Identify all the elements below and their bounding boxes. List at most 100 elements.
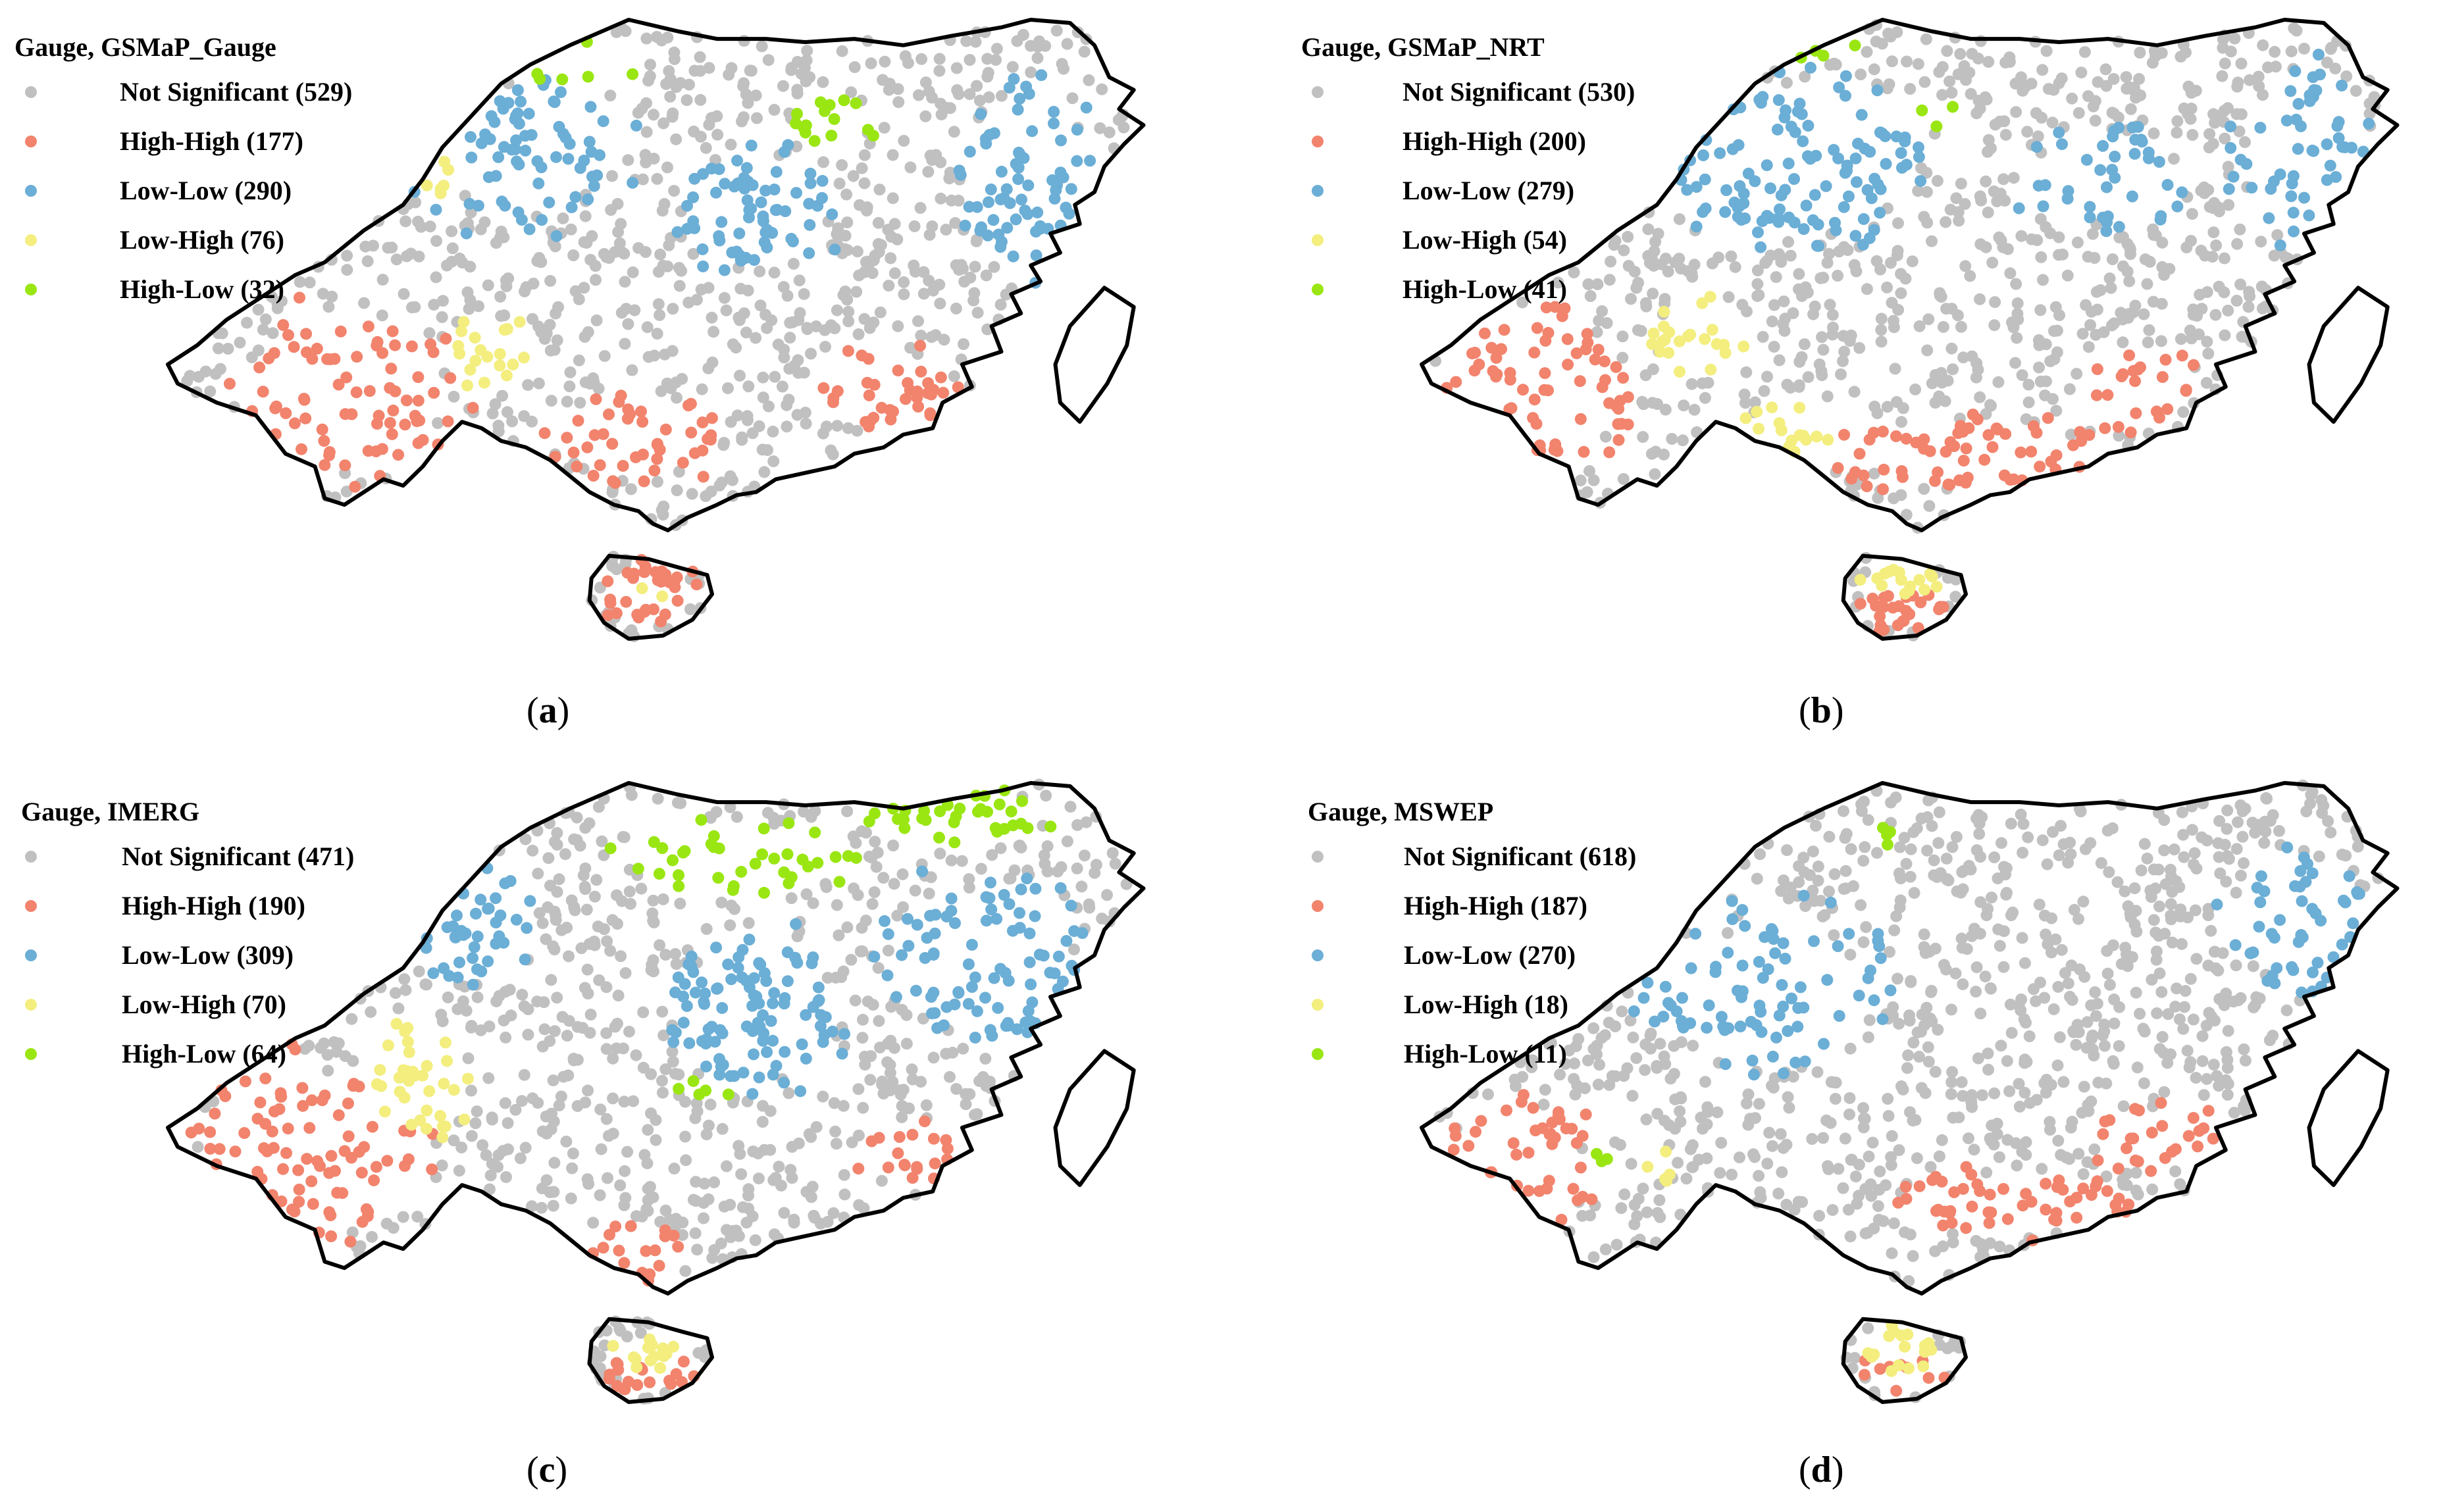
station-point xyxy=(2031,234,2044,246)
station-point xyxy=(2288,225,2300,238)
station-point xyxy=(919,110,932,122)
station-point xyxy=(670,133,682,145)
station-point xyxy=(553,873,565,886)
station-point xyxy=(607,475,619,488)
station-point xyxy=(1832,462,1844,474)
station-point xyxy=(1886,1247,1898,1259)
station-point xyxy=(650,1134,662,1146)
station-point xyxy=(888,218,901,230)
station-point xyxy=(1584,290,1597,302)
station-point xyxy=(2084,201,2096,213)
station-point xyxy=(856,1032,869,1044)
station-point xyxy=(1516,296,1529,309)
station-point xyxy=(380,1217,393,1230)
station-point xyxy=(593,974,605,986)
station-point xyxy=(2142,152,2155,164)
station-point xyxy=(2141,278,2153,290)
station-point xyxy=(542,852,555,865)
station-point xyxy=(1553,1113,1566,1126)
legend-label: High-High (190) xyxy=(122,891,305,920)
station-point xyxy=(993,798,1006,811)
station-point xyxy=(1997,961,2010,973)
station-point xyxy=(648,1350,660,1363)
station-point xyxy=(1988,1138,2000,1151)
station-point xyxy=(1980,1167,1993,1179)
station-point xyxy=(2316,807,2329,819)
station-point xyxy=(849,994,862,1007)
station-point xyxy=(492,151,505,163)
station-point xyxy=(434,1110,446,1122)
station-point xyxy=(2129,299,2142,312)
station-point xyxy=(945,892,958,905)
station-point xyxy=(1808,935,1820,947)
station-point xyxy=(548,343,561,356)
station-point xyxy=(303,276,316,289)
station-point xyxy=(2036,64,2049,76)
station-point xyxy=(808,1209,820,1222)
station-point xyxy=(2047,393,2059,405)
station-point xyxy=(2078,46,2091,59)
not-significant-stations xyxy=(1429,19,2381,642)
station-point xyxy=(1871,847,1883,859)
station-point xyxy=(482,903,494,915)
station-point xyxy=(2092,1154,2104,1167)
station-point xyxy=(850,837,862,849)
station-point xyxy=(1853,447,1866,460)
station-point xyxy=(666,1046,679,1058)
station-point xyxy=(874,306,887,318)
station-point xyxy=(399,418,411,431)
station-point xyxy=(2015,230,2028,242)
station-point xyxy=(1080,101,1093,114)
station-point xyxy=(702,1023,715,1036)
station-point xyxy=(708,326,720,338)
station-point xyxy=(971,1005,983,1017)
station-point xyxy=(950,302,962,315)
station-point xyxy=(1612,434,1625,446)
station-point xyxy=(782,139,794,151)
station-point xyxy=(307,1197,319,1210)
station-point xyxy=(1728,196,1741,209)
station-point xyxy=(522,1028,534,1041)
station-point xyxy=(735,1168,748,1180)
station-point xyxy=(442,415,454,428)
station-point xyxy=(574,397,586,409)
station-point xyxy=(695,814,708,826)
station-point xyxy=(640,97,652,109)
station-point xyxy=(858,149,871,161)
station-point xyxy=(2165,898,2177,911)
station-point xyxy=(2108,317,2121,330)
station-point xyxy=(536,214,548,226)
station-point xyxy=(604,1228,615,1241)
station-point xyxy=(1779,184,1791,196)
station-point xyxy=(502,1117,514,1129)
station-point xyxy=(606,170,618,182)
station-point xyxy=(2207,1059,2220,1071)
station-point xyxy=(229,1146,242,1158)
station-point xyxy=(1857,1102,1870,1114)
station-point xyxy=(2130,925,2143,938)
station-point xyxy=(1625,293,1637,305)
station-point xyxy=(743,934,756,945)
station-point xyxy=(1764,182,1776,195)
station-point xyxy=(891,233,904,245)
station-point xyxy=(1772,1188,1785,1199)
station-point xyxy=(1802,120,1814,132)
station-point xyxy=(2013,202,2025,214)
station-point xyxy=(1777,937,1789,949)
station-point xyxy=(969,1032,981,1044)
station-point xyxy=(282,1122,294,1135)
station-point xyxy=(1979,970,1992,983)
station-point xyxy=(2274,914,2286,926)
station-point xyxy=(1736,904,1749,916)
station-point xyxy=(1984,1188,1996,1201)
station-point xyxy=(585,145,598,158)
station-point xyxy=(917,1013,929,1025)
station-point xyxy=(805,347,817,360)
station-point xyxy=(2074,963,2086,976)
station-point xyxy=(1857,855,1870,867)
station-point xyxy=(712,872,725,884)
station-point xyxy=(852,1163,865,1175)
station-point xyxy=(900,393,912,405)
station-point xyxy=(2134,1007,2146,1020)
station-point xyxy=(1957,351,1970,364)
